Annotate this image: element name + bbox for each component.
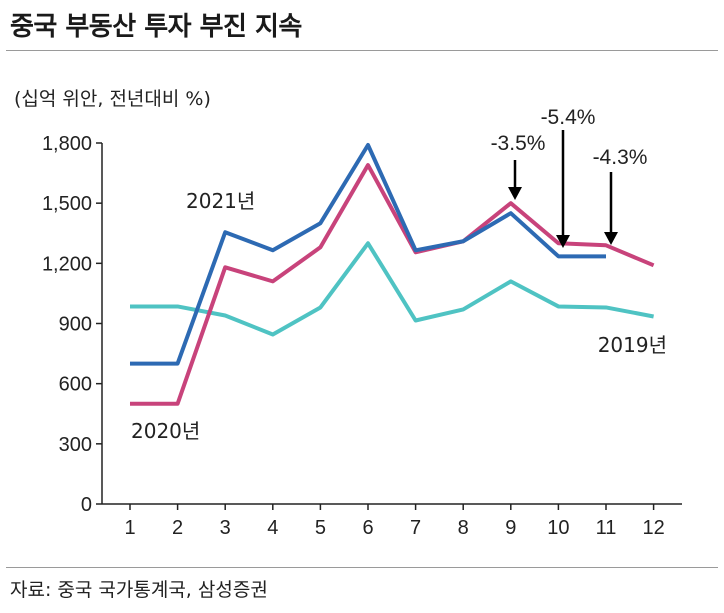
- series-label-2021: 2021년: [186, 189, 255, 213]
- y-tick-label: 600: [59, 374, 92, 396]
- x-tick-label: 4: [267, 517, 278, 539]
- y-tick-label: 300: [59, 434, 92, 456]
- annotation-arrow-head: [556, 235, 570, 248]
- x-tick-label: 11: [596, 517, 617, 539]
- annotation-label: -3.5%: [491, 132, 546, 155]
- unit-label: (십억 위안, 전년대비 %): [14, 88, 211, 110]
- series-label-2019: 2019년: [598, 333, 667, 357]
- annotation-arrow-head: [604, 232, 618, 245]
- x-tick-label: 1: [124, 517, 135, 539]
- title-divider: [6, 50, 718, 51]
- y-tick-label: 1,200: [42, 253, 92, 275]
- series-line-2019: [130, 241, 654, 337]
- x-tick-label: 10: [547, 517, 569, 539]
- y-tick-label: 900: [59, 314, 92, 336]
- source-divider: [6, 567, 718, 568]
- annotation-label: -4.3%: [593, 146, 648, 169]
- series-label-2020: 2020년: [131, 419, 200, 443]
- series-line-2020: [130, 163, 655, 406]
- x-tick-label: 7: [410, 517, 421, 539]
- x-tick-label: 2: [172, 517, 183, 539]
- source-note: 자료: 중국 국가통계국, 삼성증권: [10, 579, 268, 601]
- annotation-arrow-head: [508, 187, 522, 200]
- y-tick-label: 1,800: [42, 133, 92, 155]
- y-tick-label: 1,500: [42, 193, 92, 215]
- x-tick-label: 6: [362, 517, 373, 539]
- annotation-label: -5.4%: [541, 106, 596, 129]
- chart-title: 중국 부동산 투자 부진 지속: [10, 12, 302, 42]
- x-tick-label: 8: [458, 517, 469, 539]
- x-tick-label: 5: [315, 517, 326, 539]
- x-tick-label: 12: [642, 517, 664, 539]
- x-tick-label: 9: [505, 517, 516, 539]
- x-tick-label: 3: [220, 517, 231, 539]
- y-tick-label: 0: [81, 494, 92, 516]
